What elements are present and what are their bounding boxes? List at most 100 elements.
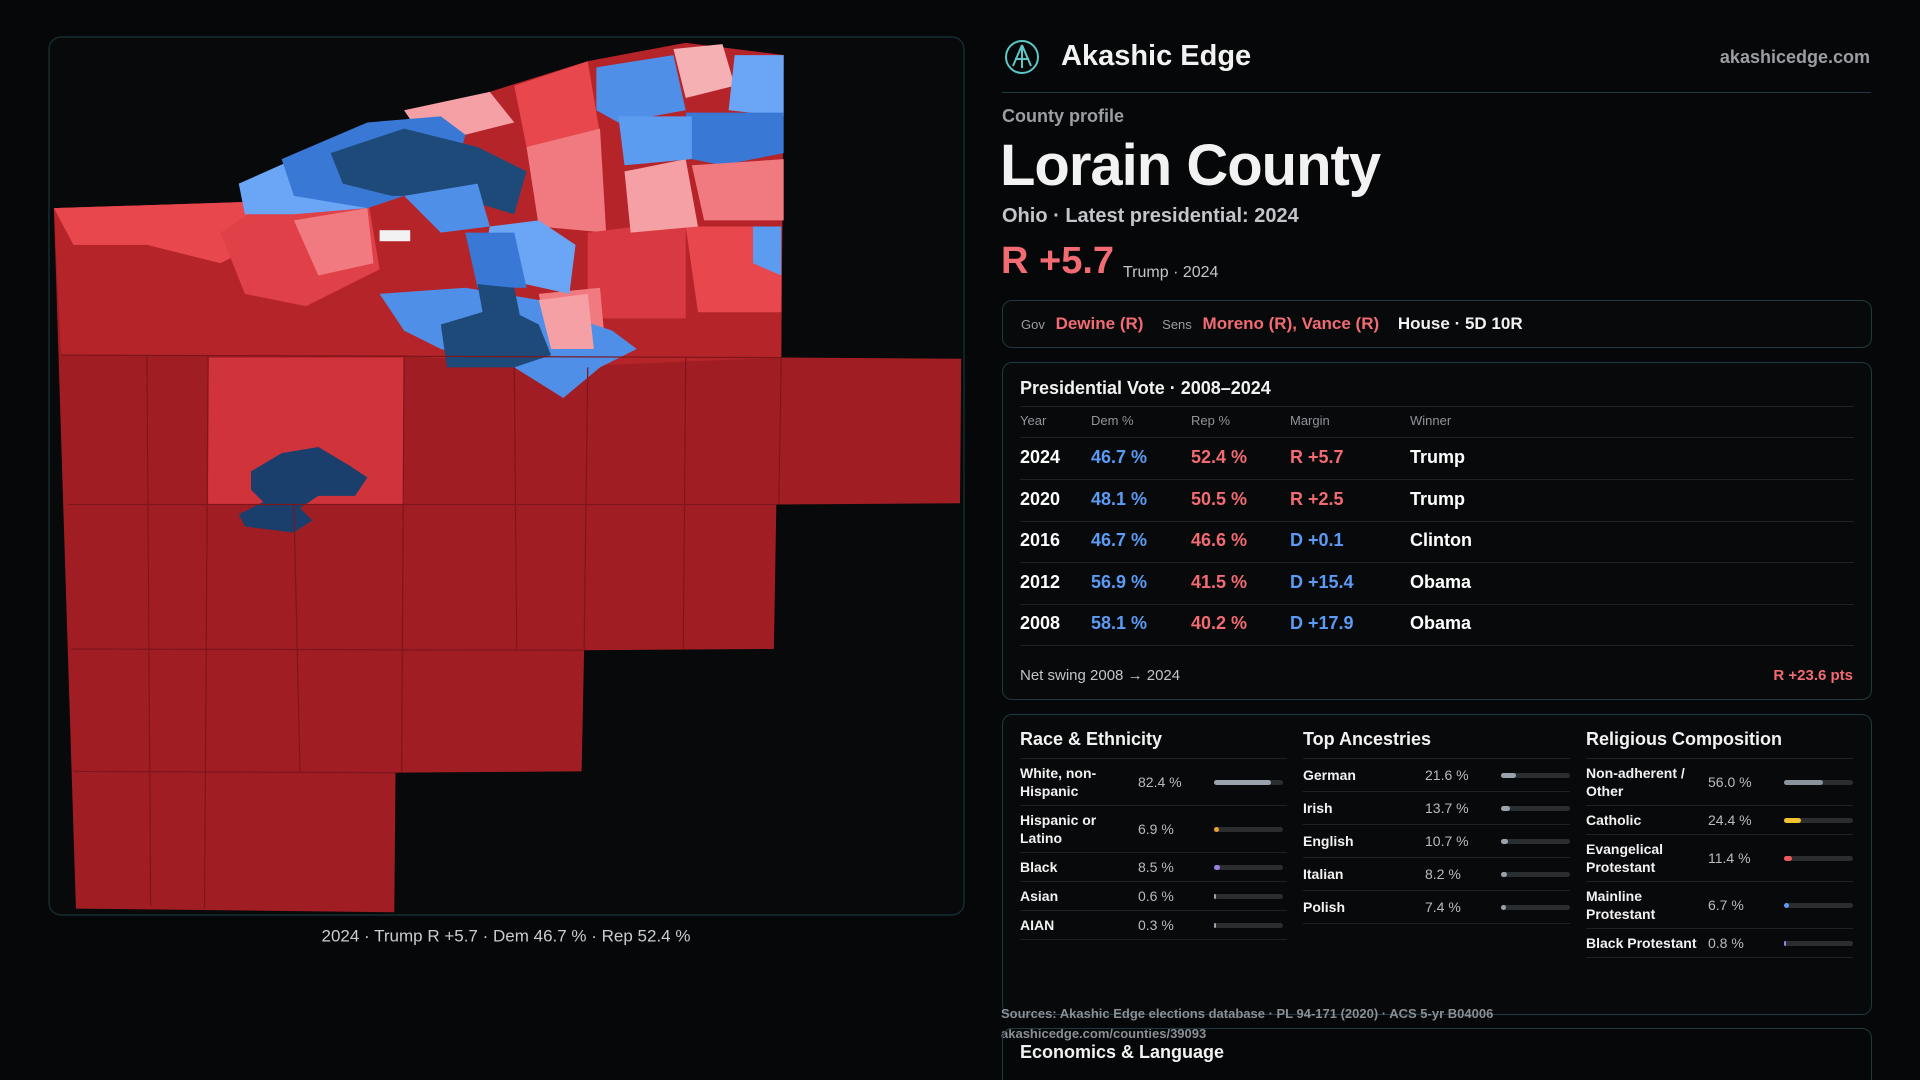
bar-track xyxy=(1501,871,1570,877)
area xyxy=(293,208,374,276)
area xyxy=(596,55,686,123)
shore xyxy=(53,202,282,264)
kicker: County profile xyxy=(1002,106,1124,126)
demo-name: Evangelical Protestant xyxy=(1586,841,1664,875)
demo-row: Evangelical Protestant 11.4 % xyxy=(1586,835,1853,882)
demo-name: Irish xyxy=(1303,800,1333,816)
area xyxy=(526,128,607,233)
bar-track xyxy=(1784,779,1853,785)
demo-name: Asian xyxy=(1020,888,1059,904)
bar xyxy=(1784,817,1801,823)
sens-label: Sens xyxy=(1162,317,1192,332)
economics-title: Economics & Language xyxy=(1020,1042,1225,1062)
bar-track xyxy=(1784,940,1853,946)
area xyxy=(624,159,698,233)
winner: Trump xyxy=(1410,488,1466,509)
column-header: Margin xyxy=(1290,413,1330,428)
year: 2020 xyxy=(1020,488,1061,509)
winner: Trump xyxy=(1410,447,1466,467)
winner: Obama xyxy=(1410,571,1472,592)
demo-row: Polish 7.4 % xyxy=(1303,891,1570,924)
demo-pct: 0.3 % xyxy=(1138,917,1174,933)
demo-name: Black Protestant xyxy=(1586,935,1697,951)
bar-track xyxy=(1501,772,1570,778)
dem-pct: 48.1 % xyxy=(1091,488,1148,509)
year: 2016 xyxy=(1020,530,1061,551)
area xyxy=(728,55,784,117)
bar xyxy=(1784,779,1823,785)
swing: R +23.6 pts xyxy=(1773,667,1853,684)
demo-name: Hispanic or Latino xyxy=(1020,812,1097,846)
logo xyxy=(1005,40,1039,74)
demo-row: Black 8.5 % xyxy=(1020,853,1287,882)
wellington xyxy=(238,446,368,533)
year: 2008 xyxy=(1020,613,1061,634)
demo-row: Black Protestant 0.8 % xyxy=(1586,929,1853,958)
area xyxy=(618,116,692,166)
bar xyxy=(1501,871,1507,877)
demo-pct: 24.4 % xyxy=(1708,812,1752,828)
bar xyxy=(1501,805,1511,811)
area xyxy=(753,226,782,276)
demo-name: English xyxy=(1303,833,1354,849)
divider xyxy=(1020,437,1854,438)
brand: Akashic Edge xyxy=(1061,40,1252,72)
divider xyxy=(1020,645,1854,647)
site: akashicedge.com xyxy=(1719,47,1870,67)
demo-pct: 0.8 % xyxy=(1708,935,1744,951)
year: 2012 xyxy=(1020,571,1061,592)
demo-name: Non-adherent / Other xyxy=(1586,765,1685,799)
dem-pct: 46.7 % xyxy=(1091,447,1148,467)
bar-track xyxy=(1214,826,1283,832)
margin: R +5.7 xyxy=(1290,447,1344,467)
township-lines xyxy=(61,354,782,909)
bar xyxy=(1501,904,1507,910)
year: 2024 xyxy=(1020,447,1061,467)
bar-track xyxy=(1501,805,1570,811)
demo-column: Top Ancestries German 21.6 % Irish 13.7 % Eng… xyxy=(1303,729,1570,924)
area xyxy=(587,220,686,319)
area xyxy=(404,183,490,233)
water xyxy=(379,230,411,242)
gov: Dewine (R) xyxy=(1055,314,1144,333)
bar xyxy=(1501,838,1509,844)
demo-pct: 10.7 % xyxy=(1425,833,1469,849)
demo-pct: 6.9 % xyxy=(1138,821,1174,837)
map: 2024 · Trump R +5.7 · Dem 46.7 % · Rep 5… xyxy=(48,36,965,945)
demo-pct: 82.4 % xyxy=(1138,774,1182,790)
margin-note: Trump · 2024 xyxy=(1123,264,1219,281)
economics-box: Economics & Language xyxy=(1002,1028,1872,1080)
demo-name: German xyxy=(1303,767,1356,783)
bar xyxy=(1214,864,1220,870)
demo-row: Irish 13.7 % xyxy=(1303,792,1570,825)
bar-track xyxy=(1501,838,1570,844)
officials-box: Gov Dewine (R) Sens Moreno (R), Vance (R… xyxy=(1002,300,1872,348)
divider xyxy=(1020,479,1854,480)
demo-name: Mainline Protestant xyxy=(1586,888,1656,922)
divider xyxy=(1020,603,1854,605)
swing-label: Net swing 2008 → 2024 xyxy=(1020,667,1181,684)
rep-pct: 40.2 % xyxy=(1191,613,1248,634)
bar-track xyxy=(1784,902,1853,908)
bar xyxy=(1784,940,1786,946)
sources: Sources: Akashic Edge elections database… xyxy=(1001,1006,1494,1021)
demo-name: Black xyxy=(1020,859,1058,875)
bar xyxy=(1214,826,1219,832)
area xyxy=(673,44,735,98)
divider xyxy=(1020,406,1854,407)
demo-row: English 10.7 % xyxy=(1303,825,1570,858)
rep-pct: 52.4 % xyxy=(1191,447,1248,467)
area xyxy=(477,284,521,319)
margin: D +0.1 xyxy=(1290,530,1344,551)
column-header: Dem % xyxy=(1091,413,1134,428)
demo-column: Religious Composition Non-adherent / Othe… xyxy=(1586,729,1853,958)
rep-pct: 46.6 % xyxy=(1191,530,1248,551)
demo-row: AIAN 0.3 % xyxy=(1020,911,1287,940)
dem-pct: 46.7 % xyxy=(1091,530,1148,551)
column-header: Rep % xyxy=(1191,413,1231,428)
margin: D +17.9 xyxy=(1290,613,1354,634)
demo-row: Asian 0.6 % xyxy=(1020,882,1287,911)
bar-track xyxy=(1784,817,1853,823)
demo-pct: 8.5 % xyxy=(1138,859,1174,875)
